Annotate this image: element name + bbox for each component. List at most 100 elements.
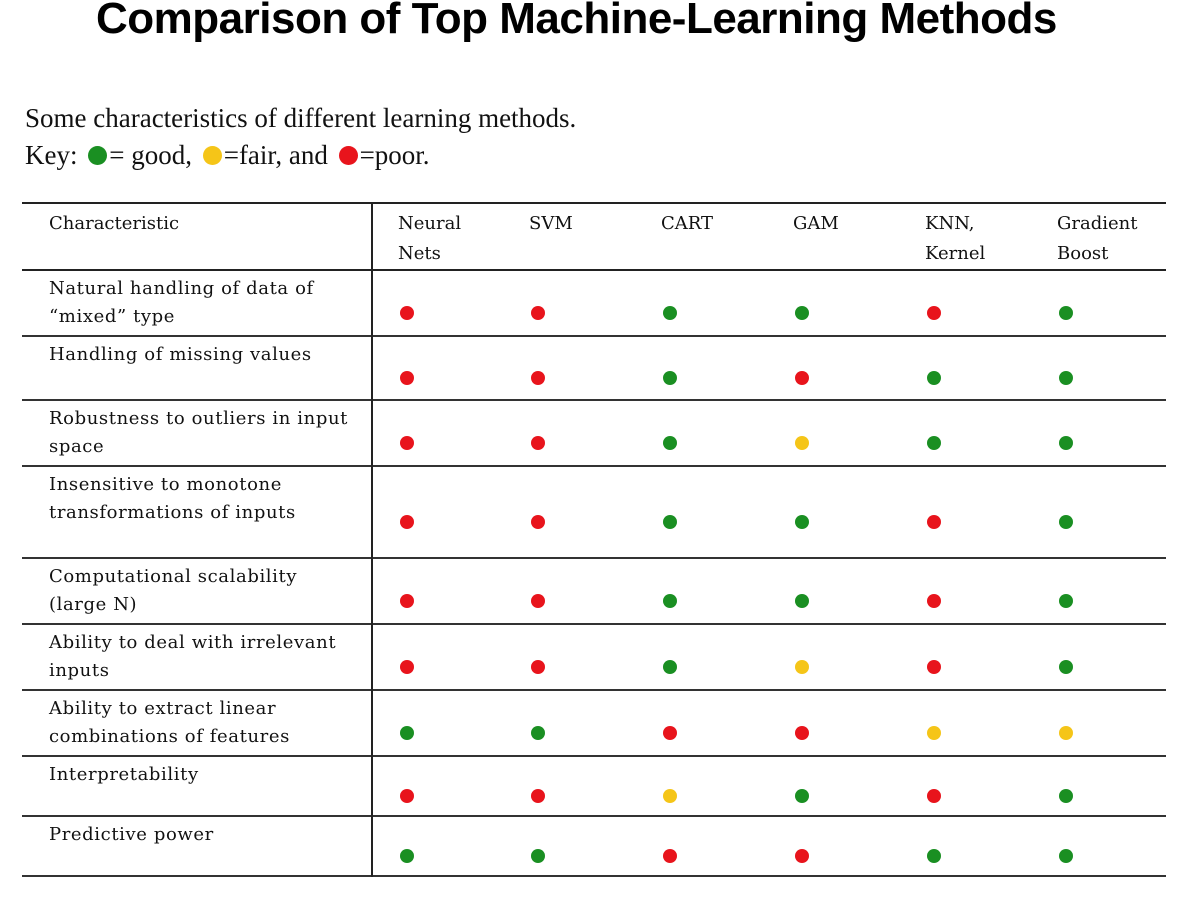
rating-cell bbox=[372, 400, 504, 466]
method-header-line: GAM bbox=[793, 213, 839, 234]
table-row: Handling of missing values bbox=[22, 336, 1166, 400]
key-fair-label: =fair, and bbox=[223, 140, 328, 170]
method-header-line: Gradient bbox=[1057, 213, 1138, 234]
rating-cell bbox=[1032, 756, 1166, 816]
rating-cell bbox=[372, 270, 504, 336]
characteristic-cell: Insensitive to monotone transformations … bbox=[22, 466, 373, 558]
good-rating-dot-icon bbox=[663, 436, 677, 450]
poor-rating-dot-icon bbox=[400, 436, 414, 450]
rating-cell bbox=[372, 624, 504, 690]
characteristic-cell: Ability to extract linear combinations o… bbox=[22, 690, 373, 756]
rating-cell bbox=[768, 466, 900, 558]
rating-cell bbox=[504, 624, 636, 690]
page-title: Comparison of Top Machine-Learning Metho… bbox=[96, 0, 1057, 43]
good-rating-dot-icon bbox=[1059, 849, 1073, 863]
rating-cell bbox=[636, 400, 768, 466]
method-header: Neural Nets bbox=[372, 203, 504, 270]
poor-rating-dot-icon bbox=[795, 371, 809, 385]
rating-cell bbox=[504, 400, 636, 466]
good-rating-dot-icon bbox=[927, 436, 941, 450]
good-rating-dot-icon bbox=[663, 306, 677, 320]
characteristic-cell: Computational scalability (large N) bbox=[22, 558, 373, 624]
good-rating-dot-icon bbox=[1059, 594, 1073, 608]
method-header-line: Boost bbox=[1057, 243, 1109, 264]
rating-cell bbox=[768, 270, 900, 336]
rating-cell bbox=[372, 756, 504, 816]
method-header-line: SVM bbox=[529, 213, 573, 234]
rating-cell bbox=[1032, 270, 1166, 336]
key-good-label: = good, bbox=[109, 140, 192, 170]
rating-cell bbox=[900, 690, 1032, 756]
table-row: Robustness to outliers in input space bbox=[22, 400, 1166, 466]
rating-cell bbox=[636, 336, 768, 400]
rating-cell bbox=[636, 756, 768, 816]
good-rating-dot-icon bbox=[663, 371, 677, 385]
poor-rating-dot-icon bbox=[531, 371, 545, 385]
rating-cell bbox=[504, 466, 636, 558]
rating-cell bbox=[768, 816, 900, 876]
characteristic-cell: Natural handling of data of “mixed” type bbox=[22, 270, 373, 336]
table-row: Ability to extract linear combinations o… bbox=[22, 690, 1166, 756]
good-rating-dot-icon bbox=[531, 849, 545, 863]
method-header: CART bbox=[636, 203, 768, 270]
intro-text: Some characteristics of different learni… bbox=[25, 103, 577, 133]
poor-rating-dot-icon bbox=[400, 789, 414, 803]
rating-cell bbox=[1032, 558, 1166, 624]
rating-cell bbox=[1032, 466, 1166, 558]
comparison-table-container: Characteristic Neural Nets SVM CART GAM KNN, K… bbox=[22, 202, 1166, 877]
characteristic-header: Characteristic bbox=[22, 203, 373, 270]
rating-cell bbox=[504, 558, 636, 624]
rating-cell bbox=[636, 624, 768, 690]
good-rating-dot-icon bbox=[795, 306, 809, 320]
method-header-line: Nets bbox=[398, 243, 441, 264]
characteristic-cell: Handling of missing values bbox=[22, 336, 373, 400]
good-rating-dot-icon bbox=[400, 849, 414, 863]
good-rating-dot-icon bbox=[1059, 306, 1073, 320]
characteristic-cell: Predictive power bbox=[22, 816, 373, 876]
table-row: Computational scalability (large N) bbox=[22, 558, 1166, 624]
characteristic-cell: Interpretability bbox=[22, 756, 373, 816]
rating-cell bbox=[372, 690, 504, 756]
rating-cell bbox=[504, 816, 636, 876]
rating-cell bbox=[900, 624, 1032, 690]
rating-cell bbox=[504, 690, 636, 756]
poor-rating-dot-icon bbox=[663, 849, 677, 863]
characteristic-cell: Robustness to outliers in input space bbox=[22, 400, 373, 466]
poor-rating-dot-icon bbox=[531, 306, 545, 320]
good-rating-dot-icon bbox=[1059, 371, 1073, 385]
good-rating-dot-icon bbox=[795, 789, 809, 803]
poor-rating-dot-icon bbox=[400, 660, 414, 674]
fair-rating-dot-icon bbox=[927, 726, 941, 740]
rating-cell bbox=[372, 558, 504, 624]
table-row: Predictive power bbox=[22, 816, 1166, 876]
good-rating-dot-icon bbox=[663, 660, 677, 674]
table-row: Interpretability bbox=[22, 756, 1166, 816]
comparison-table: Characteristic Neural Nets SVM CART GAM KNN, K… bbox=[22, 202, 1166, 877]
rating-cell bbox=[768, 336, 900, 400]
poor-rating-dot-icon bbox=[400, 371, 414, 385]
poor-rating-dot-icon bbox=[927, 306, 941, 320]
rating-cell bbox=[372, 466, 504, 558]
rating-cell bbox=[504, 270, 636, 336]
poor-rating-dot-icon bbox=[400, 306, 414, 320]
rating-cell bbox=[636, 690, 768, 756]
good-rating-dot-icon bbox=[400, 726, 414, 740]
key-poor-label: =poor. bbox=[359, 140, 430, 170]
rating-cell bbox=[636, 558, 768, 624]
good-rating-dot-icon bbox=[663, 515, 677, 529]
good-rating-dot-icon bbox=[927, 371, 941, 385]
rating-cell bbox=[768, 400, 900, 466]
poor-rating-dot-icon bbox=[795, 849, 809, 863]
poor-rating-dot-icon bbox=[663, 726, 677, 740]
rating-cell bbox=[768, 756, 900, 816]
rating-cell bbox=[768, 558, 900, 624]
method-header: KNN, Kernel bbox=[900, 203, 1032, 270]
rating-cell bbox=[768, 624, 900, 690]
table-caption: Some characteristics of different learni… bbox=[25, 100, 576, 174]
poor-rating-dot-icon bbox=[927, 594, 941, 608]
poor-rating-dot-icon bbox=[927, 789, 941, 803]
rating-cell bbox=[900, 400, 1032, 466]
rating-cell bbox=[504, 756, 636, 816]
good-rating-dot-icon bbox=[927, 849, 941, 863]
method-header-line: CART bbox=[661, 213, 714, 234]
